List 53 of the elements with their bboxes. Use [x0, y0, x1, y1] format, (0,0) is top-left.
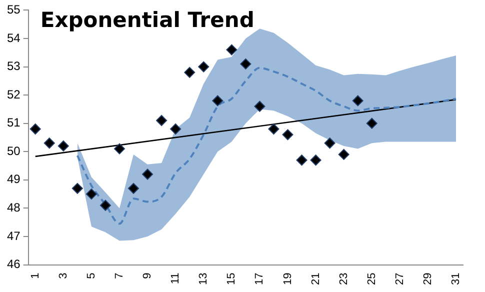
y-tick-label: 47: [6, 228, 21, 243]
point: [198, 61, 210, 72]
y-tick-label: 54: [6, 30, 21, 45]
x-tick-label: 9: [142, 272, 154, 279]
x-tick-label: 25: [366, 272, 378, 286]
x-tick-label: 11: [170, 272, 182, 284]
x-tick-label: 23: [338, 272, 350, 286]
point: [310, 154, 322, 166]
point: [170, 123, 182, 134]
y-tick-label: 52: [6, 87, 21, 102]
y-tick-label: 53: [6, 59, 21, 74]
point: [58, 140, 69, 152]
point: [296, 154, 308, 166]
x-tick-label: 15: [226, 272, 238, 286]
point: [268, 123, 280, 134]
point: [212, 95, 224, 106]
point: [30, 123, 41, 134]
point: [254, 100, 266, 112]
point: [44, 138, 55, 149]
x-tick-label: 21: [310, 272, 322, 286]
x-tick-label: 1: [29, 272, 42, 279]
point: [184, 66, 196, 78]
point: [226, 44, 238, 56]
point: [114, 143, 125, 154]
point: [240, 58, 252, 70]
point: [128, 182, 140, 194]
point: [156, 115, 168, 126]
point: [72, 182, 83, 194]
chart-title: Exponential Trend: [40, 8, 254, 32]
x-tick-label: 7: [114, 272, 126, 279]
point: [352, 95, 364, 106]
y-tick-label: 50: [6, 144, 21, 158]
y-tick-label: 48: [6, 200, 21, 215]
y-tick-label: 49: [6, 172, 21, 186]
x-tick-label: 3: [57, 272, 70, 279]
point: [142, 168, 154, 180]
point: [324, 138, 336, 149]
point: [366, 118, 378, 129]
point: [282, 129, 294, 140]
y-tick-label: 51: [6, 116, 21, 130]
point: [86, 188, 97, 200]
line-series: [76, 66, 457, 225]
point: [100, 200, 111, 211]
x-tick-label: 31: [450, 272, 462, 286]
y-tick-label: 55: [6, 2, 21, 17]
x-tick-label: 29: [422, 272, 434, 286]
x-tick-label: 13: [198, 272, 210, 286]
y-tick-label: 46: [6, 257, 21, 272]
x-tick-label: 27: [394, 272, 406, 286]
point: [338, 148, 350, 160]
x-tick-label: 17: [254, 272, 266, 286]
x-tick-label: 5: [85, 272, 98, 279]
x-tick-label: 19: [282, 272, 294, 286]
